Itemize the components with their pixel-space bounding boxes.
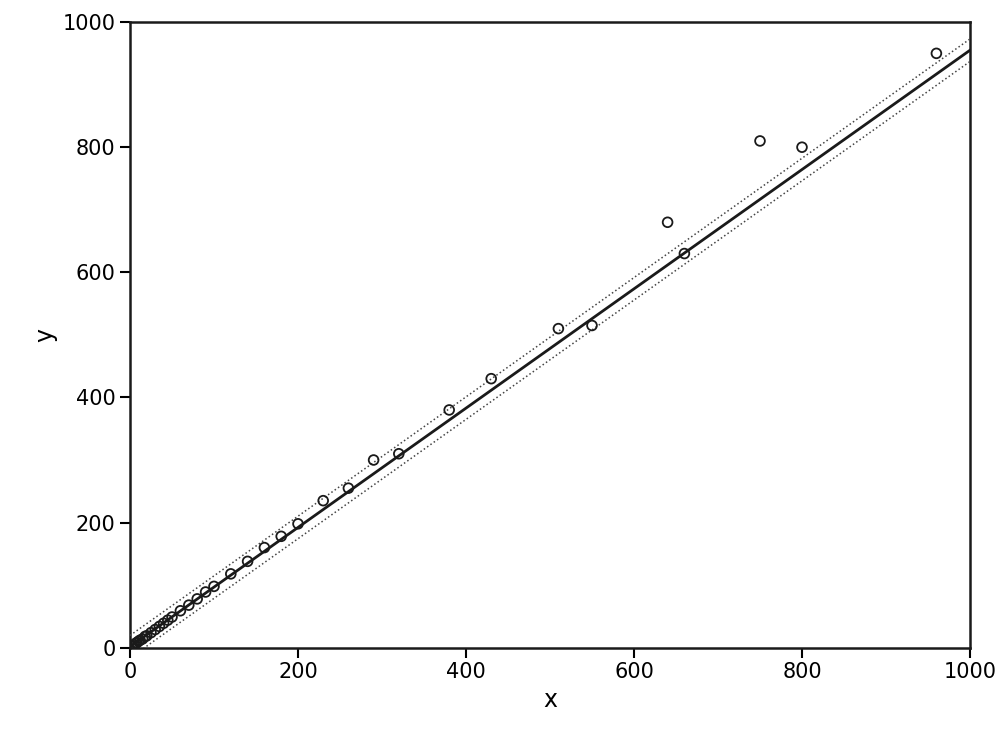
Point — [928, 48, 944, 60]
Point — [441, 404, 457, 416]
Point — [164, 611, 180, 623]
X-axis label: x: x — [543, 688, 557, 712]
Point — [273, 531, 289, 542]
Point — [151, 620, 167, 632]
Point — [130, 636, 146, 648]
Point — [172, 605, 188, 617]
Point — [391, 447, 407, 459]
Point — [290, 518, 306, 530]
Point — [160, 615, 176, 626]
Point — [156, 618, 172, 629]
Point — [752, 135, 768, 147]
Point — [132, 634, 148, 646]
Point — [198, 586, 214, 598]
Y-axis label: y: y — [33, 328, 57, 342]
Point — [550, 322, 566, 334]
Point — [129, 637, 145, 648]
Point — [584, 319, 600, 331]
Point — [483, 373, 499, 385]
Point — [137, 631, 153, 643]
Point — [125, 640, 141, 651]
Point — [135, 633, 151, 645]
Point — [139, 630, 155, 642]
Point — [223, 568, 239, 580]
Point — [240, 556, 256, 567]
Point — [206, 581, 222, 592]
Point — [660, 216, 676, 228]
Point — [147, 623, 163, 635]
Point — [124, 640, 140, 652]
Point — [189, 593, 205, 605]
Point — [256, 542, 272, 553]
Point — [143, 627, 159, 639]
Point — [315, 495, 331, 506]
Point — [126, 639, 142, 651]
Point — [794, 141, 810, 153]
Point — [340, 482, 356, 494]
Point — [366, 454, 382, 466]
Point — [181, 599, 197, 611]
Point — [128, 637, 144, 649]
Point — [676, 247, 692, 260]
